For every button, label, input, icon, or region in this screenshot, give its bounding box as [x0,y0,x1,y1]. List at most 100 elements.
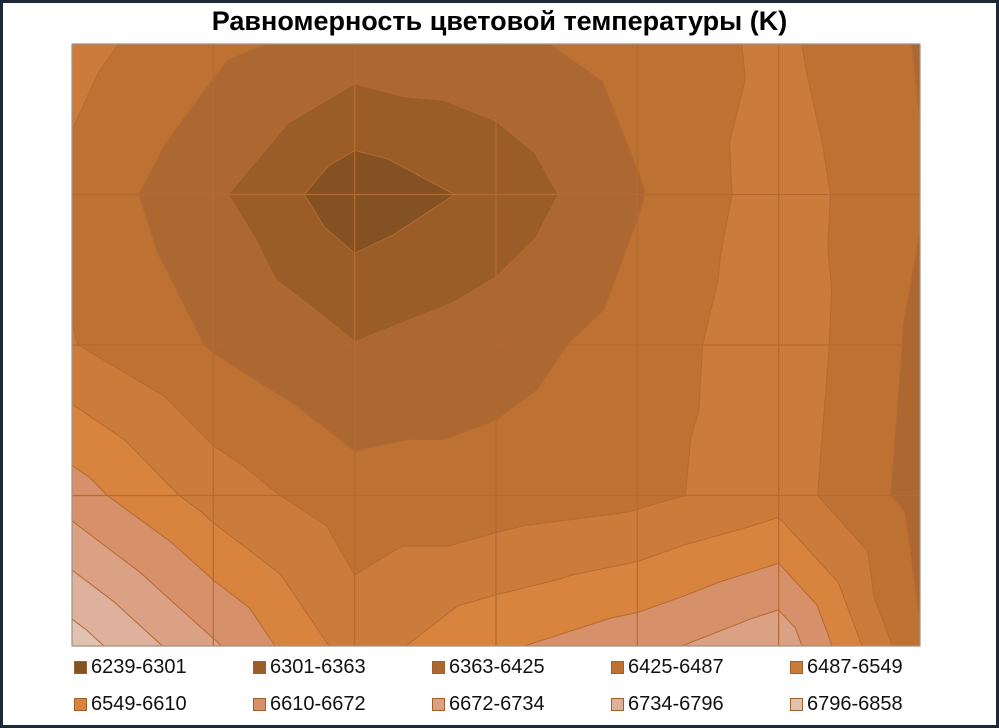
legend-item: 6363-6425 [432,654,611,681]
contour-line-6672 [778,609,796,629]
legend-item: 6610-6672 [253,691,432,718]
contour-line-6487 [698,344,704,411]
contour-line-6487 [867,551,875,598]
contour-line-6425 [566,309,605,346]
contour-line-6487 [741,43,746,80]
legend-label: 6549-6610 [91,693,187,715]
contour-line-6549 [280,574,330,647]
contour-line-6363 [255,239,276,280]
legend-swatch [74,661,87,674]
contour-line-6487 [77,344,166,398]
contour-line-6487 [690,410,700,439]
legend-swatch [432,698,445,711]
contour-line-6672 [217,641,221,647]
contour-line-6549 [405,605,459,647]
contour-line-6610 [88,476,108,496]
contour-line-6487 [702,280,719,346]
contour-line-6549 [495,578,559,596]
contour-line-6610 [778,562,818,606]
contour-line-6487 [325,525,356,576]
contour-line-6487 [164,396,214,447]
legend-item: 6301-6363 [253,654,432,681]
contour-line-6425 [138,143,166,195]
legend-label: 6734-6796 [628,693,724,715]
contour-line-6487 [495,525,525,534]
contour-line-6425 [890,495,906,512]
contour-line-6672 [167,597,214,639]
legend: 6239-6301 6301-6363 6363-6425 6425-6487 6487… [74,654,944,718]
legend-item: 6239-6301 [74,654,253,681]
contour-line-6425 [537,344,568,390]
contour-line-6425 [642,194,645,201]
contour-line-6610 [684,581,720,597]
contour-line-6363 [340,329,355,343]
contour-line-6363 [534,152,559,195]
contour-line-6610 [169,541,214,581]
contour-lines [71,43,921,647]
contour-line-6425 [892,365,902,467]
contour-line-6301 [323,226,355,254]
contour-line-6487 [828,288,833,346]
contour-line-6610 [71,464,90,478]
contour-line-6549 [778,516,839,583]
contour-line-6425 [901,326,904,346]
contour-line-6549 [213,522,281,575]
contour-line-6363 [495,237,537,278]
contour-line-6301 [327,149,355,167]
contour-line-6425 [157,253,195,326]
contour-line-6425 [296,405,355,452]
contour-line-6549 [749,516,779,528]
legend-label: 6363-6425 [449,656,545,678]
legend-swatch [253,698,266,711]
contour-line-6549 [71,403,125,441]
contour-line-6301 [303,165,329,195]
contour-line-6487 [873,596,893,647]
contour-line-6301 [303,194,325,228]
contour-line-6363 [403,96,444,101]
contour-line-6425 [354,439,408,452]
contour-line-6549 [570,561,638,576]
contour-line-6672 [794,627,803,647]
legend-item: 6487-6549 [790,654,969,681]
plot-area-border [71,43,921,647]
contour-line-6363 [354,83,405,98]
contour-line-6487 [620,509,638,514]
legend-item: 6425-6487 [611,654,790,681]
contour-line-6487 [801,43,808,75]
contour-line-6425 [548,43,603,82]
legend-label: 6672-6734 [449,693,545,715]
contour-line-6363 [354,339,360,343]
contour-line-6487 [637,505,648,511]
contour-line-6672 [681,617,753,647]
contour-line-6487 [729,142,733,195]
legend-label: 6239-6301 [91,656,187,678]
contour-line-6610 [610,612,638,619]
contour-line-6425 [890,466,894,496]
contour-line-6363 [287,83,355,124]
contour-line-6610 [816,604,833,647]
contour-line-6425 [636,169,645,188]
legend-item: 6734-6796 [611,691,790,718]
contour-line-6363 [227,194,257,240]
legend-swatch [74,698,87,711]
contour-line-6610 [213,579,250,609]
contour-line-6487 [75,340,79,346]
contour-line-6549 [457,594,497,607]
contour-line-6549 [837,582,863,647]
legend-swatch [432,661,445,674]
contour-line-6487 [729,79,746,143]
contour-line-6487 [241,464,281,496]
contour-line-6425 [202,344,210,350]
contour-line-6672 [140,572,169,599]
contour-line-6487 [684,438,692,496]
contour-line-6363 [495,120,536,154]
legend-label: 6487-6549 [807,656,903,678]
legend-swatch [611,698,624,711]
contour-line-6487 [822,147,831,195]
contour-line-6425 [904,511,921,621]
contour-line-6487 [719,194,733,257]
contour-line-6487 [817,495,869,552]
contour-line-6425 [443,419,497,441]
contour-line-6487 [820,394,826,451]
